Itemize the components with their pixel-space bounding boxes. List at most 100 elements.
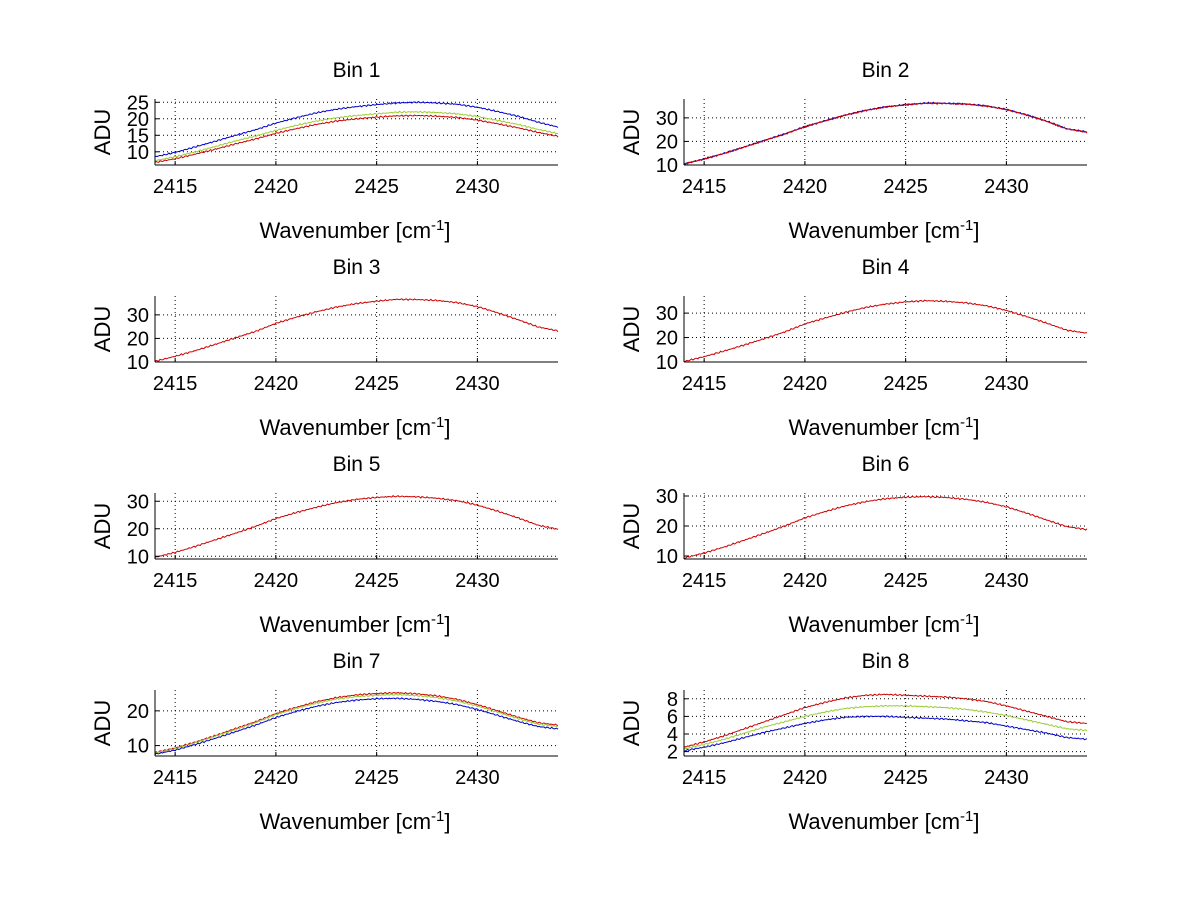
- y-tick-label: 10: [656, 352, 678, 374]
- series-line: [154, 114, 559, 163]
- x-tick-label: 2425: [354, 373, 399, 395]
- x-tick-label: 2430: [455, 373, 500, 395]
- subplot-title: Bin 8: [862, 650, 910, 673]
- x-axis-label-text: Wavenumber [cm: [788, 415, 960, 440]
- x-tick-label: 2430: [984, 176, 1029, 198]
- y-tick-label: 10: [127, 142, 149, 164]
- x-axis-label-superscript: -1: [960, 611, 973, 628]
- y-tick-label: 30: [127, 491, 149, 513]
- x-axis-label: Wavenumber [cm-1]: [259, 414, 450, 440]
- x-axis-label: Wavenumber [cm-1]: [259, 808, 450, 834]
- subplot-title: Bin 4: [862, 256, 910, 279]
- x-tick-label: 2420: [254, 176, 299, 198]
- y-tick-label: 20: [127, 701, 149, 723]
- x-tick-label: 2415: [153, 373, 198, 395]
- x-tick-label: 2415: [682, 570, 727, 592]
- x-axis-label-superscript: -1: [431, 414, 444, 431]
- subplot-6: 2415 2420 2425 2430 10 20 30 Bin 6 Wavenumber [c…: [619, 453, 1088, 637]
- y-tick-label: 8: [667, 689, 678, 711]
- y-axis-label: ADU: [90, 306, 115, 352]
- x-axis-label-text: Wavenumber [cm: [788, 612, 960, 637]
- x-tick-label: 2425: [883, 767, 928, 789]
- y-axis-label: ADU: [90, 503, 115, 549]
- y-tick-label: 20: [127, 519, 149, 541]
- series-line: [683, 704, 1088, 750]
- subplot-title: Bin 5: [333, 453, 381, 476]
- x-axis-label: Wavenumber [cm-1]: [259, 611, 450, 637]
- x-axis-label-end: ]: [444, 415, 450, 440]
- x-axis-label-superscript: -1: [431, 808, 444, 825]
- x-tick-label: 2420: [254, 767, 299, 789]
- y-tick-label: 20: [656, 516, 678, 538]
- x-axis-label-superscript: -1: [960, 414, 973, 431]
- y-axis-label: ADU: [619, 306, 644, 352]
- x-axis-label-superscript: -1: [960, 217, 973, 234]
- y-tick-label: 10: [127, 736, 149, 758]
- series-line: [154, 693, 559, 754]
- x-axis-label-text: Wavenumber [cm: [259, 415, 431, 440]
- x-tick-label: 2425: [354, 767, 399, 789]
- x-tick-label: 2425: [883, 373, 928, 395]
- subplot-5: 2415 2420 2425 2430 10 20 30 Bin 5 Wavenumber [c…: [90, 453, 559, 637]
- plot-area: [684, 296, 1087, 362]
- subplot-title: Bin 7: [333, 650, 381, 673]
- x-axis-label-text: Wavenumber [cm: [259, 218, 431, 243]
- x-axis-label-end: ]: [973, 809, 979, 834]
- y-tick-label: 30: [127, 305, 149, 327]
- y-tick-label: 30: [656, 486, 678, 508]
- y-tick-label: 2: [667, 742, 678, 764]
- y-tick-label: 30: [656, 303, 678, 325]
- y-tick-label: 20: [127, 109, 149, 131]
- x-axis-label-end: ]: [973, 415, 979, 440]
- series-line: [154, 691, 559, 754]
- x-tick-label: 2420: [783, 373, 828, 395]
- x-tick-label: 2430: [455, 176, 500, 198]
- subplot-title: Bin 2: [862, 59, 910, 82]
- x-axis-label: Wavenumber [cm-1]: [788, 808, 979, 834]
- x-axis-label-superscript: -1: [431, 611, 444, 628]
- x-tick-label: 2420: [254, 570, 299, 592]
- y-tick-label: 6: [667, 706, 678, 728]
- subplot-title: Bin 3: [333, 256, 381, 279]
- x-tick-label: 2430: [455, 767, 500, 789]
- subplot-7: 2415 2420 2425 2430 10 20 Bin 7 Wavenumber [cm-…: [90, 650, 559, 834]
- series-line: [154, 494, 559, 559]
- y-tick-label: 20: [127, 328, 149, 350]
- x-axis-label-end: ]: [444, 809, 450, 834]
- y-tick-label: 15: [127, 125, 149, 147]
- x-tick-label: 2430: [984, 373, 1029, 395]
- x-axis-label-end: ]: [973, 218, 979, 243]
- series-line: [683, 101, 1088, 165]
- x-tick-label: 2425: [883, 176, 928, 198]
- y-tick-label: 10: [656, 546, 678, 568]
- subplot-title: Bin 6: [862, 453, 910, 476]
- series-line: [154, 298, 559, 362]
- x-axis-label-text: Wavenumber [cm: [788, 809, 960, 834]
- x-tick-label: 2420: [783, 176, 828, 198]
- plot-area: [155, 493, 558, 559]
- plot-area: [684, 99, 1087, 165]
- y-axis-label: ADU: [619, 700, 644, 746]
- plot-area: [155, 690, 558, 756]
- plot-area: [684, 690, 1087, 756]
- y-axis-label: ADU: [619, 503, 644, 549]
- x-axis-label-end: ]: [973, 612, 979, 637]
- y-tick-label: 30: [656, 108, 678, 130]
- y-tick-label: 25: [127, 92, 149, 114]
- x-axis-label: Wavenumber [cm-1]: [259, 217, 450, 243]
- x-tick-label: 2415: [153, 176, 198, 198]
- y-tick-label: 4: [667, 724, 678, 746]
- x-tick-label: 2420: [254, 373, 299, 395]
- y-axis-label: ADU: [90, 109, 115, 155]
- y-tick-label: 20: [656, 328, 678, 350]
- series-line: [683, 299, 1087, 363]
- series-line: [683, 495, 1088, 559]
- plot-area: [155, 99, 558, 165]
- x-tick-label: 2415: [153, 767, 198, 789]
- series-line: [683, 693, 1088, 748]
